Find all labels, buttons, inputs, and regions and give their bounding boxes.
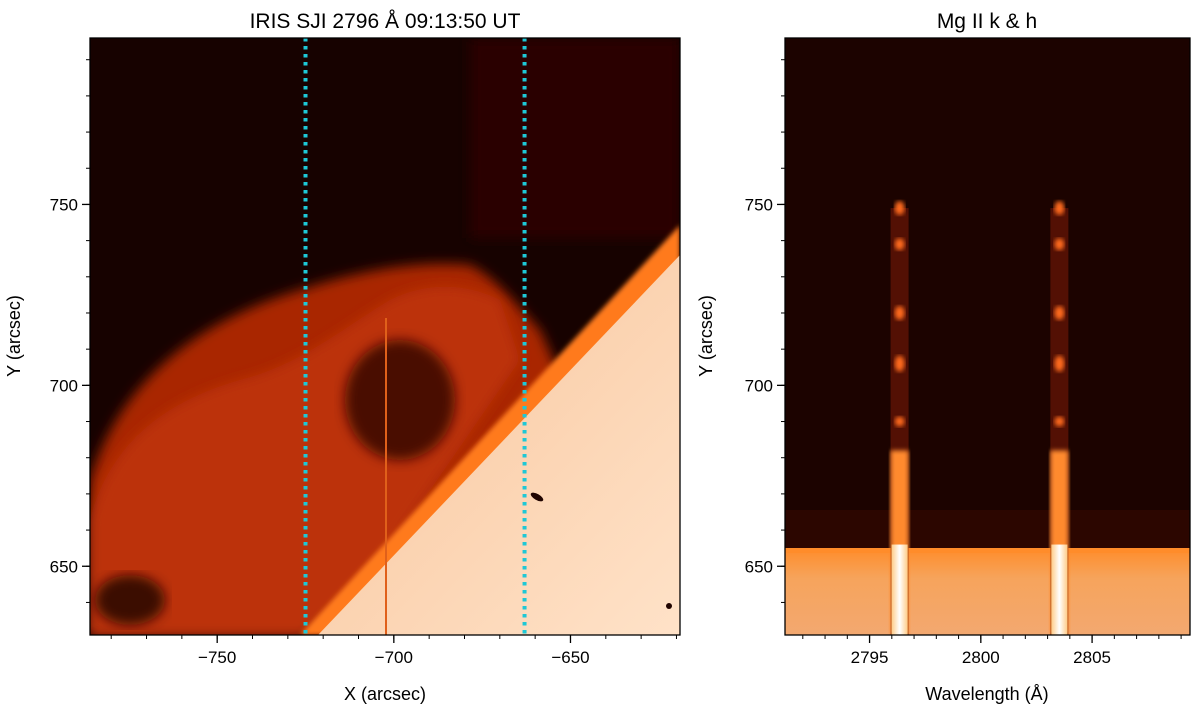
spectrum-x-tick-label: 2800 bbox=[962, 648, 1000, 667]
sji-image bbox=[90, 38, 680, 635]
sji-x-tick-label: −700 bbox=[375, 648, 413, 667]
spectrum-y-axis-label: Y (arcsec) bbox=[696, 295, 716, 377]
spectrum-x-tick-label: 2805 bbox=[1073, 648, 1111, 667]
emission-lines bbox=[890, 201, 1069, 635]
sji-y-tick-label: 650 bbox=[50, 557, 78, 576]
sji-title: IRIS SJI 2796 Å 09:13:50 UT bbox=[250, 10, 521, 33]
spectrum-y-tick-label: 750 bbox=[745, 195, 773, 214]
sji-axes-frame bbox=[89, 37, 681, 636]
spectrum-panel: 2795 2800 2805 650 700 750 Mg II k & h Wavele… bbox=[696, 10, 1191, 704]
sji-y-axis-label: Y (arcsec) bbox=[4, 295, 24, 377]
sji-x-tick-label: −650 bbox=[551, 648, 589, 667]
spectrum-axes-frame bbox=[784, 37, 1191, 636]
spectrum-x-axis-label: Wavelength (Å) bbox=[925, 684, 1048, 704]
sji-y-tick-label: 700 bbox=[50, 376, 78, 395]
emission-line bbox=[890, 201, 909, 635]
spectrum-title: Mg II k & h bbox=[937, 10, 1037, 33]
spectrum-y-tick-label: 650 bbox=[745, 557, 773, 576]
spectrum-x-tick-label: 2795 bbox=[851, 648, 889, 667]
emission-line bbox=[1050, 201, 1069, 635]
sji-ticks: −750 −700 −650 650 700 750 bbox=[50, 59, 677, 667]
sji-panel: −750 −700 −650 650 700 750 IRIS SJI 2796 Å 09… bbox=[4, 10, 681, 704]
slit-position-lines bbox=[303, 38, 527, 635]
sji-y-tick-label: 750 bbox=[50, 195, 78, 214]
sji-x-axis-label: X (arcsec) bbox=[344, 684, 426, 704]
spectrum-ticks: 2795 2800 2805 650 700 750 bbox=[745, 59, 1182, 667]
sji-x-tick-label: −750 bbox=[198, 648, 236, 667]
spectrum-y-tick-label: 700 bbox=[745, 376, 773, 395]
spectrum-image bbox=[785, 38, 1190, 635]
